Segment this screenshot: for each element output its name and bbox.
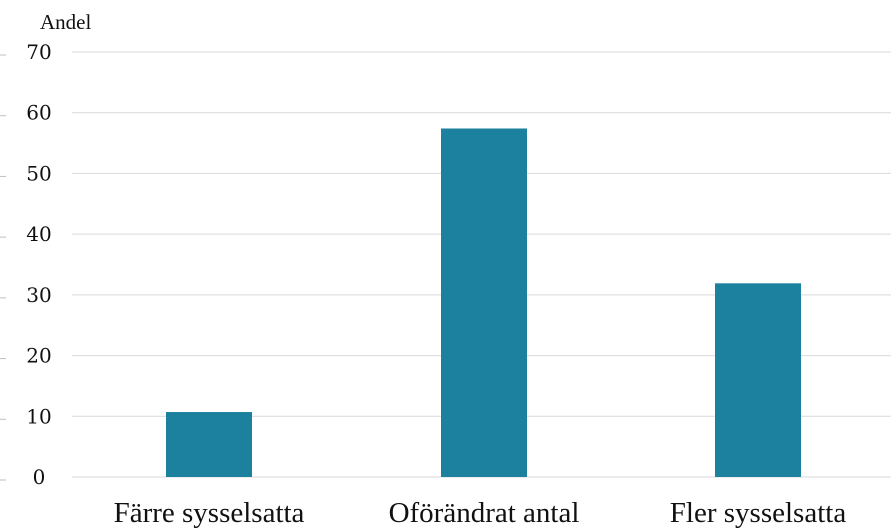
- y-axis-tick-labels: 0 10 20 30 40 50 60 70: [26, 40, 51, 489]
- y-tick-label: 0: [33, 465, 46, 489]
- x-tick-label: Fler sysselsatta: [670, 497, 847, 529]
- bars: [166, 128, 801, 477]
- y-tick-label: 40: [26, 222, 51, 246]
- y-tick-label: 10: [26, 404, 51, 428]
- y-tick-label: 30: [26, 283, 51, 307]
- x-tick-label: Oförändrat antal: [389, 497, 580, 529]
- y-axis-label: Andel: [40, 10, 91, 34]
- y-tick-label: 20: [26, 344, 51, 368]
- y-tick-label: 70: [26, 40, 51, 64]
- bar: [441, 128, 527, 477]
- bar: [715, 283, 801, 477]
- x-tick-label: Färre sysselsatta: [114, 497, 305, 529]
- bar: [166, 412, 252, 477]
- y-tick-label: 60: [26, 101, 51, 125]
- y-tick-label: 50: [26, 161, 51, 185]
- x-axis-tick-labels: Färre sysselsatta Oförändrat antal Fler sy…: [114, 497, 847, 529]
